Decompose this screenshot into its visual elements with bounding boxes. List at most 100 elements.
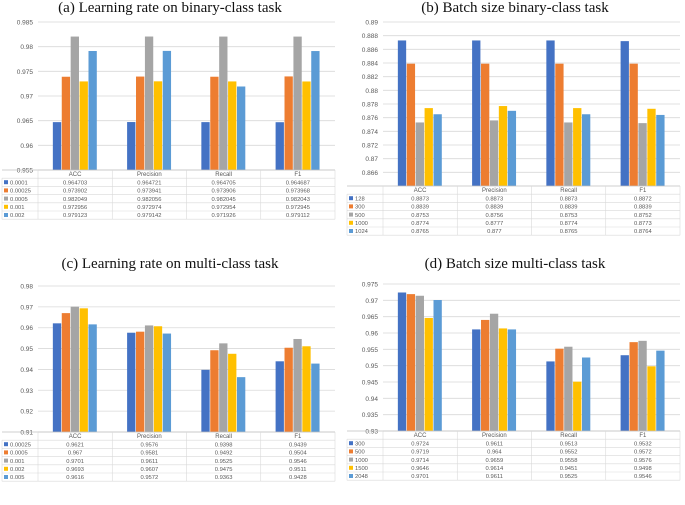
table-value: 0.972945 xyxy=(286,205,310,211)
table-value: 0.982049 xyxy=(63,197,87,203)
table-value: 0.9439 xyxy=(289,442,307,448)
y-tick-label: 0.935 xyxy=(362,412,379,419)
legend-label: 1024 xyxy=(355,229,369,235)
table-value: 0.9576 xyxy=(141,442,159,448)
bar xyxy=(219,343,228,432)
table-value: 0.9525 xyxy=(560,474,578,480)
bar xyxy=(406,294,416,431)
table-value: 0.9611 xyxy=(486,474,503,480)
table-value: 0.979123 xyxy=(63,213,87,219)
legend-label: 0.002 xyxy=(10,213,25,219)
legend-swatch xyxy=(4,180,8,185)
legend-label: 0.001 xyxy=(10,459,25,465)
bar xyxy=(656,114,665,186)
table-value: 0.9504 xyxy=(289,451,308,457)
y-tick-label: 0.97 xyxy=(365,298,378,305)
table-value: 0.9693 xyxy=(66,467,84,473)
table-value: 0.8774 xyxy=(560,221,579,227)
bar xyxy=(302,81,311,170)
y-tick-label: 0.975 xyxy=(17,69,34,76)
bar xyxy=(433,300,442,431)
y-tick-label: 0.91 xyxy=(20,430,33,437)
table-value: 0.9646 xyxy=(411,466,429,472)
category-label: Recall xyxy=(560,433,577,439)
bar xyxy=(629,63,638,186)
table-value: 0.982043 xyxy=(286,197,310,203)
table-value: 0.8873 xyxy=(411,196,429,202)
table-value: 0.8839 xyxy=(411,205,429,211)
legend-label: 0.0001 xyxy=(10,180,28,186)
category-label: Recall xyxy=(560,188,577,194)
category-label: F1 xyxy=(639,188,647,194)
bar xyxy=(219,36,228,170)
legend-label: 128 xyxy=(355,196,365,202)
bar xyxy=(620,355,629,431)
category-label: F1 xyxy=(639,433,647,439)
bar xyxy=(52,323,62,432)
table-value: 0.9525 xyxy=(215,459,233,465)
table-value: 0.964687 xyxy=(286,180,310,186)
y-tick-label: 0.884 xyxy=(362,61,379,68)
bar xyxy=(275,122,284,170)
category-label: ACC xyxy=(414,433,427,439)
legend-label: 2048 xyxy=(355,474,368,480)
table-value: 0.972974 xyxy=(137,205,162,211)
bar xyxy=(293,338,302,432)
category-label: ACC xyxy=(69,172,82,178)
legend-swatch xyxy=(4,475,8,479)
bar xyxy=(302,346,311,432)
table-value: 0.8777 xyxy=(486,221,504,227)
table-value: 0.972956 xyxy=(63,205,87,211)
legend-swatch xyxy=(4,188,8,193)
bar xyxy=(70,36,79,171)
bar xyxy=(61,76,71,170)
bar xyxy=(555,63,564,186)
table-value: 0.8764 xyxy=(634,229,653,235)
chart-title: (c) Learning rate on multi-class task xyxy=(61,256,279,272)
table-value: 0.9492 xyxy=(215,451,233,457)
y-tick-label: 0.872 xyxy=(362,143,379,150)
y-tick-label: 0.96 xyxy=(20,325,33,332)
table-value: 0.9719 xyxy=(411,450,429,456)
legend-swatch xyxy=(349,196,353,201)
table-value: 0.9659 xyxy=(486,458,504,464)
table-value: 0.979112 xyxy=(286,213,310,219)
legend-swatch xyxy=(4,196,8,201)
y-tick-label: 0.97 xyxy=(20,94,33,101)
bar xyxy=(275,361,284,432)
bar xyxy=(415,295,424,431)
bar xyxy=(52,122,62,170)
bar xyxy=(293,36,302,171)
table-value: 0.8765 xyxy=(560,229,578,235)
bar xyxy=(647,108,656,186)
y-tick-label: 0.93 xyxy=(365,429,378,436)
bar xyxy=(472,40,481,187)
bar xyxy=(656,350,665,431)
legend-label: 300 xyxy=(355,205,365,211)
y-tick-label: 0.874 xyxy=(362,129,379,136)
table-value: 0.964703 xyxy=(63,180,87,186)
legend-label: 1000 xyxy=(355,221,368,227)
bar xyxy=(236,86,246,170)
y-tick-label: 0.878 xyxy=(362,102,379,109)
bar xyxy=(284,76,293,170)
category-label: ACC xyxy=(69,434,82,440)
category-label: Precision xyxy=(137,434,162,440)
bar xyxy=(564,346,573,431)
table-value: 0.8873 xyxy=(486,196,504,202)
legend-label: 0.00025 xyxy=(10,442,31,448)
bar xyxy=(201,122,210,170)
bar xyxy=(136,76,145,170)
chart-svg: 0.866 0.87 0.872 0.874 0.876 0.878 0.88 0.882 0.… xyxy=(346,20,681,236)
table-value: 0.9572 xyxy=(634,450,652,456)
bar xyxy=(638,123,647,186)
y-tick-label: 0.96 xyxy=(20,143,33,150)
bar xyxy=(127,122,136,170)
table-value: 0.9607 xyxy=(141,467,159,473)
legend-swatch xyxy=(349,204,353,209)
chart-panel-d: (d) Batch size multi-class task 0.93 0.93… xyxy=(345,256,685,505)
y-tick-label: 0.945 xyxy=(362,380,379,387)
legend-swatch xyxy=(349,220,353,225)
y-tick-label: 0.94 xyxy=(365,396,378,403)
table-value: 0.8752 xyxy=(634,213,652,219)
